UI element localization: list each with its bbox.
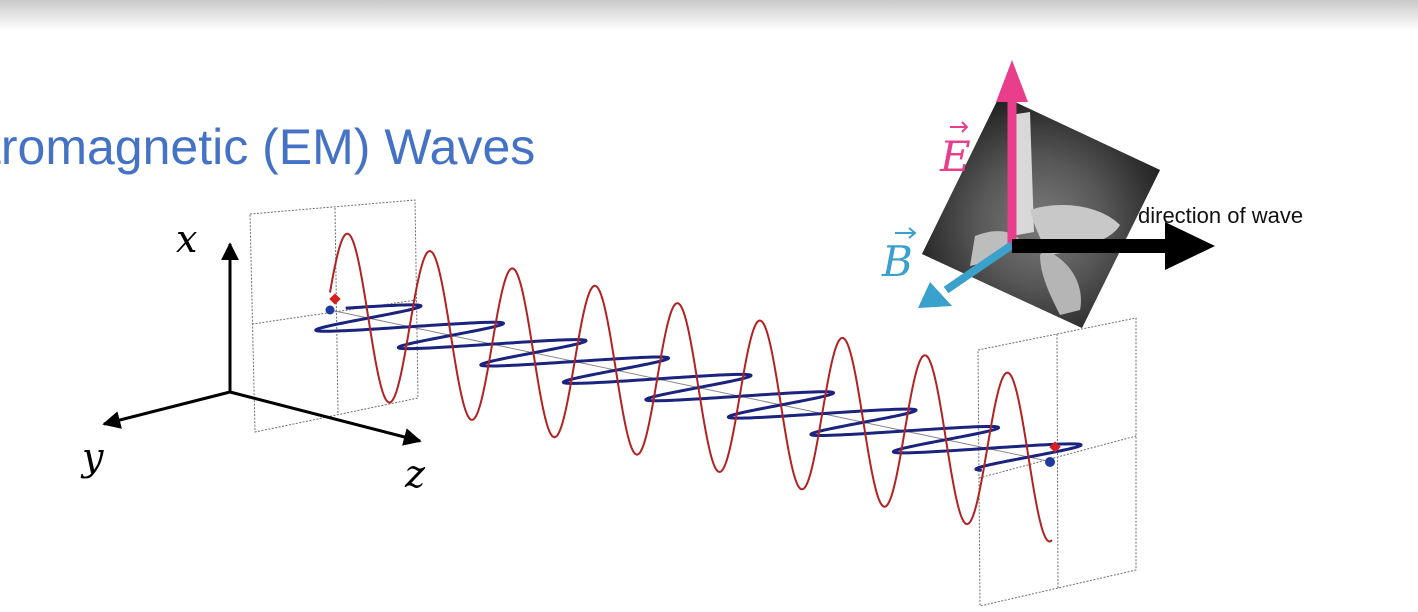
- magnetic-field-wave: [314, 303, 1083, 472]
- coordinate-axes: [102, 242, 422, 446]
- magnetic-field-wave-path: [314, 303, 1083, 472]
- e-vector: [996, 60, 1028, 245]
- y-axis-arrow: [102, 390, 231, 429]
- left-frame: [249, 199, 419, 433]
- z-axis-arrow: [229, 390, 422, 446]
- b-vector: [918, 241, 1015, 308]
- hand-photo: [922, 95, 1160, 328]
- right-frame-horizontal-divider: [978, 435, 1137, 479]
- b-vector-label: B: [881, 227, 917, 286]
- z-axis-label: z: [404, 452, 426, 496]
- right-frame: [977, 317, 1137, 607]
- y-axis-label: y: [80, 435, 104, 479]
- direction-of-wave-arrow: [1012, 222, 1215, 270]
- right-frame-outline: [977, 317, 1137, 607]
- left-frame-outline: [249, 199, 419, 433]
- wave-start-markers: [325, 293, 341, 315]
- svg-text:E: E: [939, 132, 971, 181]
- direction-of-wave-label: direction of wave: [1138, 203, 1304, 228]
- wave-end-markers: [1045, 441, 1061, 467]
- slide-top-bar: [0, 0, 1418, 30]
- electric-field-wave: [329, 232, 1053, 543]
- right-frame-vertical-divider: [1056, 333, 1059, 589]
- svg-text:B: B: [881, 237, 913, 286]
- x-axis-label: x: [176, 217, 197, 261]
- left-frame-horizontal-divider: [251, 299, 417, 325]
- e-vector-label: E: [939, 121, 971, 181]
